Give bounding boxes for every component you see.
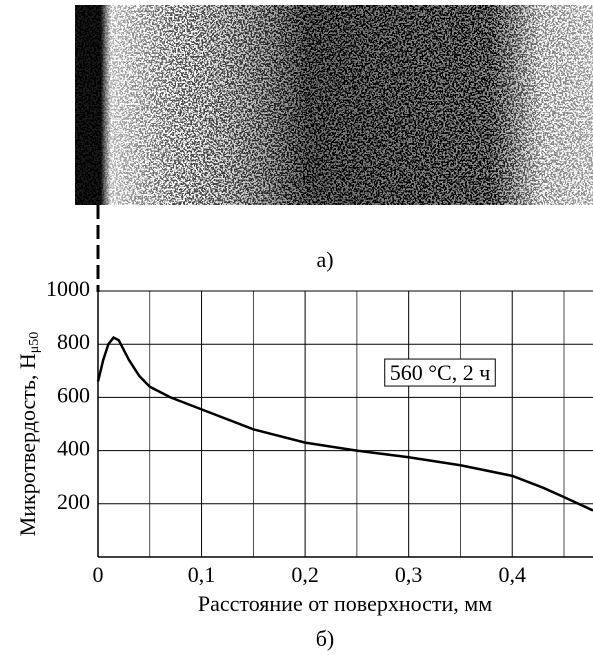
annotation-box [384,358,496,387]
x-tick-label: 0,2 [291,562,319,587]
x-tick-label: 0,1 [188,562,216,587]
y-tick-label: 1000 [46,276,90,301]
y-axis-label-sub: μ50 [27,332,42,354]
annotation: 560 °C, 2 ч [390,360,491,385]
panel-label: а) [316,247,333,272]
y-tick-label: 600 [57,382,90,407]
y-tick-label: 400 [57,436,90,461]
x-tick-label: 0 [93,562,104,587]
x-tick-label: 0,4 [498,562,526,587]
micrograph [75,5,593,205]
y-tick-label: 200 [57,489,90,514]
y-axis-label-main: Микротвердость, Н [15,353,40,536]
y-axis-label: Микротвердость, Нμ50 [15,332,42,537]
y-tick-label: 800 [57,329,90,354]
panel-label: б) [316,626,335,651]
x-tick-label: 0,3 [395,562,423,587]
line-series [96,335,593,512]
x-axis-label: Расстояние от поверхности, мм [198,591,492,616]
